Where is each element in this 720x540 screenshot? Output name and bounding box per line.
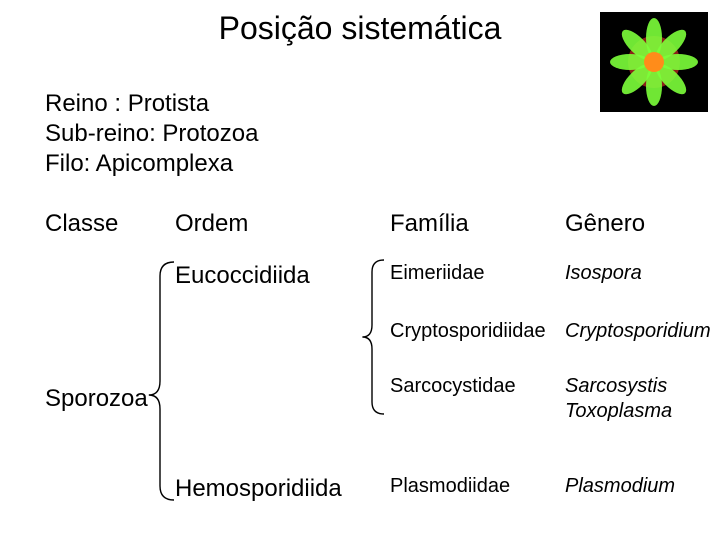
bracket-eucoccidiida bbox=[0, 0, 720, 540]
